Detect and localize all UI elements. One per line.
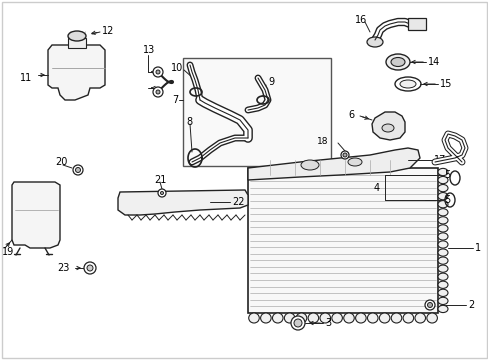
Circle shape xyxy=(75,167,81,172)
Text: 8: 8 xyxy=(185,117,192,127)
Ellipse shape xyxy=(331,313,342,323)
Ellipse shape xyxy=(385,54,409,70)
Ellipse shape xyxy=(381,124,393,132)
Text: 6: 6 xyxy=(347,110,353,120)
Text: 9: 9 xyxy=(267,77,274,87)
Ellipse shape xyxy=(68,31,86,41)
Text: 23: 23 xyxy=(57,263,69,273)
Ellipse shape xyxy=(437,273,447,280)
Ellipse shape xyxy=(437,176,447,184)
Circle shape xyxy=(153,87,163,97)
Ellipse shape xyxy=(379,313,389,323)
Text: 3: 3 xyxy=(325,318,330,328)
Circle shape xyxy=(342,153,346,157)
Bar xyxy=(407,18,425,30)
Circle shape xyxy=(156,90,160,94)
Ellipse shape xyxy=(343,313,353,323)
Circle shape xyxy=(87,265,93,271)
Text: 5: 5 xyxy=(443,170,449,180)
Ellipse shape xyxy=(437,265,447,272)
Ellipse shape xyxy=(402,313,413,323)
Ellipse shape xyxy=(347,158,361,166)
Ellipse shape xyxy=(426,313,436,323)
Text: 21: 21 xyxy=(154,175,166,185)
Bar xyxy=(183,58,330,166)
Ellipse shape xyxy=(319,313,330,323)
Circle shape xyxy=(340,151,348,159)
Text: 2: 2 xyxy=(467,300,473,310)
Circle shape xyxy=(73,165,83,175)
Text: 14: 14 xyxy=(427,57,439,67)
Circle shape xyxy=(427,302,431,307)
Ellipse shape xyxy=(296,313,306,323)
Text: 12: 12 xyxy=(102,26,114,36)
Bar xyxy=(68,38,86,48)
Text: 10: 10 xyxy=(170,63,183,73)
Bar xyxy=(247,168,437,313)
Text: 22: 22 xyxy=(231,197,244,207)
Text: 19: 19 xyxy=(2,247,14,257)
Ellipse shape xyxy=(399,80,415,88)
Text: 7: 7 xyxy=(171,95,178,105)
Ellipse shape xyxy=(437,225,447,232)
Text: 15: 15 xyxy=(439,79,451,89)
Ellipse shape xyxy=(390,313,401,323)
Text: 20: 20 xyxy=(55,157,67,167)
Ellipse shape xyxy=(390,58,404,67)
Ellipse shape xyxy=(248,313,259,323)
Circle shape xyxy=(160,192,163,194)
Ellipse shape xyxy=(437,193,447,200)
Ellipse shape xyxy=(437,241,447,248)
Text: 5: 5 xyxy=(443,195,449,205)
Ellipse shape xyxy=(437,201,447,208)
Ellipse shape xyxy=(437,168,447,176)
Ellipse shape xyxy=(437,297,447,305)
Text: 16: 16 xyxy=(354,15,366,25)
Ellipse shape xyxy=(437,289,447,296)
Ellipse shape xyxy=(437,217,447,224)
Polygon shape xyxy=(118,190,247,215)
Ellipse shape xyxy=(366,37,382,47)
Ellipse shape xyxy=(437,184,447,192)
Circle shape xyxy=(84,262,96,274)
Polygon shape xyxy=(12,182,60,248)
Circle shape xyxy=(156,70,160,74)
Ellipse shape xyxy=(284,313,294,323)
Ellipse shape xyxy=(437,209,447,216)
Circle shape xyxy=(290,316,305,330)
Ellipse shape xyxy=(307,313,318,323)
Ellipse shape xyxy=(355,313,366,323)
Ellipse shape xyxy=(272,313,283,323)
Polygon shape xyxy=(371,112,404,140)
Ellipse shape xyxy=(414,313,425,323)
Ellipse shape xyxy=(437,257,447,264)
Text: 4: 4 xyxy=(373,183,379,193)
Circle shape xyxy=(424,300,434,310)
Text: 11: 11 xyxy=(20,73,32,83)
Ellipse shape xyxy=(437,281,447,288)
Ellipse shape xyxy=(437,305,447,312)
Circle shape xyxy=(158,189,165,197)
Text: 13: 13 xyxy=(142,45,155,55)
Text: 18: 18 xyxy=(316,136,327,145)
Ellipse shape xyxy=(260,313,271,323)
Text: 1: 1 xyxy=(474,243,480,253)
Polygon shape xyxy=(48,45,105,100)
Text: 17: 17 xyxy=(433,155,446,165)
Polygon shape xyxy=(247,148,419,180)
Circle shape xyxy=(153,67,163,77)
Ellipse shape xyxy=(437,233,447,240)
Ellipse shape xyxy=(437,249,447,256)
Ellipse shape xyxy=(366,313,377,323)
Ellipse shape xyxy=(301,160,318,170)
Circle shape xyxy=(293,319,302,327)
